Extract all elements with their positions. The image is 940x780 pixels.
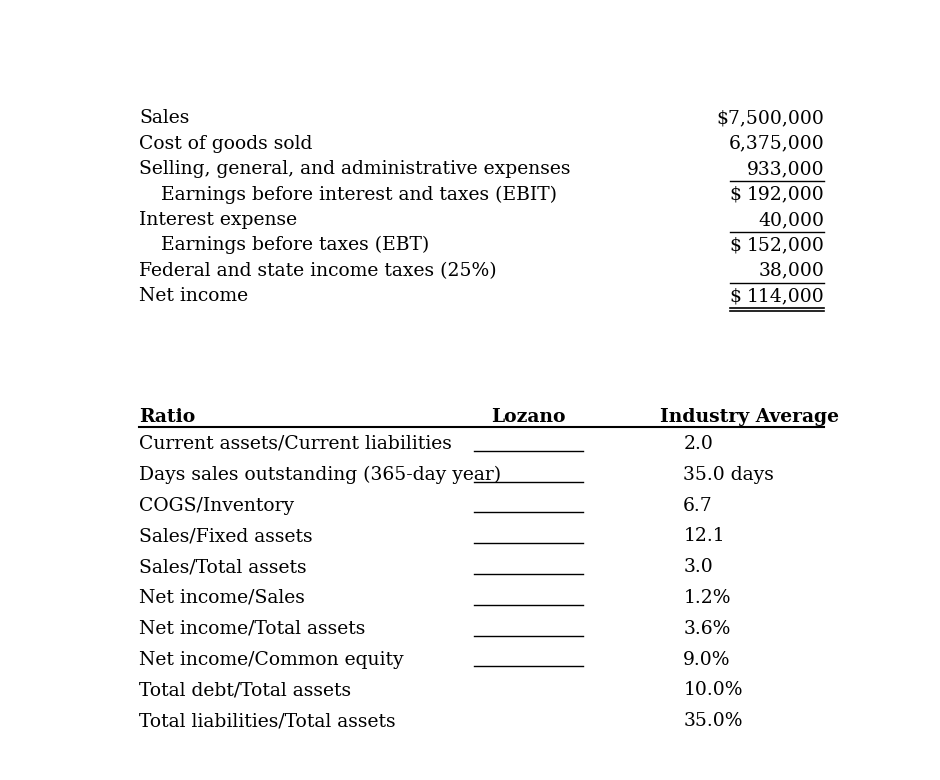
- Text: 10.0%: 10.0%: [683, 682, 743, 700]
- Text: 192,000: 192,000: [746, 186, 824, 204]
- Text: Days sales outstanding (365-day year): Days sales outstanding (365-day year): [139, 466, 501, 484]
- Text: Sales: Sales: [139, 109, 190, 127]
- Text: Industry Average: Industry Average: [660, 408, 839, 426]
- Text: Net income/Total assets: Net income/Total assets: [139, 620, 366, 638]
- Text: Net income/Sales: Net income/Sales: [139, 589, 306, 607]
- Text: Lozano: Lozano: [491, 408, 566, 426]
- Text: $: $: [729, 186, 742, 204]
- Text: $: $: [729, 287, 742, 305]
- Text: 12.1: 12.1: [683, 527, 725, 545]
- Text: 933,000: 933,000: [746, 160, 824, 178]
- Text: 152,000: 152,000: [746, 236, 824, 254]
- Text: Selling, general, and administrative expenses: Selling, general, and administrative exp…: [139, 160, 571, 178]
- Text: Sales/Total assets: Sales/Total assets: [139, 558, 306, 576]
- Text: Interest expense: Interest expense: [139, 211, 297, 229]
- Text: Federal and state income taxes (25%): Federal and state income taxes (25%): [139, 262, 497, 280]
- Text: Ratio: Ratio: [139, 408, 196, 426]
- Text: 40,000: 40,000: [759, 211, 824, 229]
- Text: Current assets/Current liabilities: Current assets/Current liabilities: [139, 435, 452, 453]
- Text: 9.0%: 9.0%: [683, 651, 730, 668]
- Text: $7,500,000: $7,500,000: [716, 109, 824, 127]
- Text: Net income: Net income: [139, 287, 248, 305]
- Text: 1.2%: 1.2%: [683, 589, 730, 607]
- Text: 35.0%: 35.0%: [683, 712, 743, 730]
- Text: Cost of goods sold: Cost of goods sold: [139, 135, 313, 153]
- Text: Earnings before taxes (EBT): Earnings before taxes (EBT): [161, 236, 430, 254]
- Text: 114,000: 114,000: [746, 287, 824, 305]
- Text: 6,375,000: 6,375,000: [728, 135, 824, 153]
- Text: 38,000: 38,000: [759, 262, 824, 280]
- Text: 3.0: 3.0: [683, 558, 713, 576]
- Text: Sales/Fixed assets: Sales/Fixed assets: [139, 527, 313, 545]
- Text: 2.0: 2.0: [683, 435, 713, 453]
- Text: COGS/Inventory: COGS/Inventory: [139, 497, 294, 515]
- Text: 6.7: 6.7: [683, 497, 713, 515]
- Text: 3.6%: 3.6%: [683, 620, 730, 638]
- Text: Earnings before interest and taxes (EBIT): Earnings before interest and taxes (EBIT…: [161, 186, 556, 204]
- Text: Total debt/Total assets: Total debt/Total assets: [139, 682, 352, 700]
- Text: $: $: [729, 236, 742, 254]
- Text: Net income/Common equity: Net income/Common equity: [139, 651, 404, 668]
- Text: Total liabilities/Total assets: Total liabilities/Total assets: [139, 712, 396, 730]
- Text: 35.0 days: 35.0 days: [683, 466, 775, 484]
